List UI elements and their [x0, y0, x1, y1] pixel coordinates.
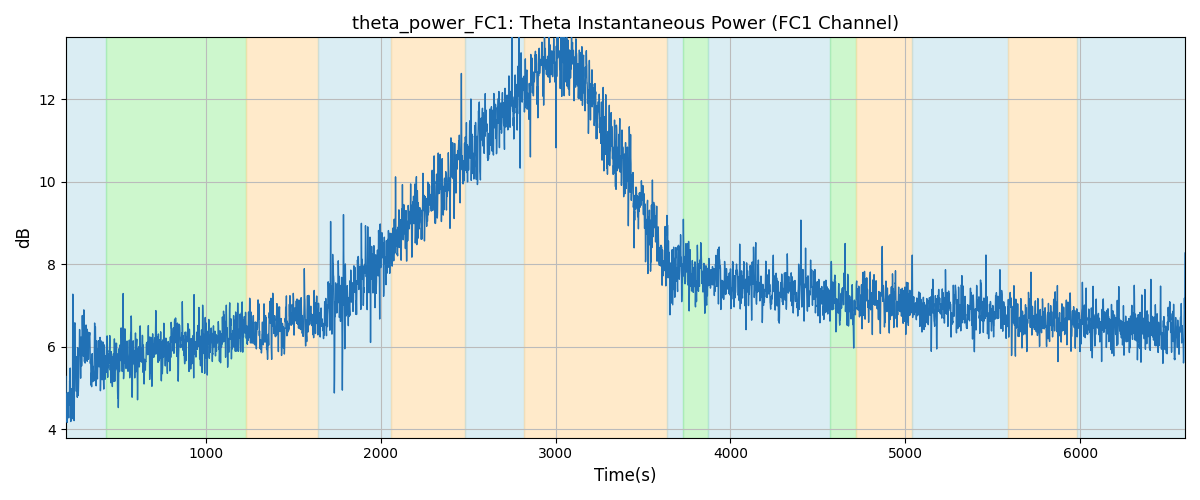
Bar: [1076, 38, 1186, 438]
Bar: [66, 38, 106, 438]
Title: theta_power_FC1: Theta Instantaneous Power (FC1 Channel): theta_power_FC1: Theta Instantaneous Pow…: [352, 15, 899, 34]
Bar: [667, 38, 683, 438]
Bar: [106, 38, 246, 438]
Bar: [464, 38, 524, 438]
Bar: [857, 38, 912, 438]
Bar: [524, 38, 667, 438]
Bar: [708, 38, 830, 438]
Bar: [912, 38, 1008, 438]
X-axis label: Time(s): Time(s): [594, 467, 656, 485]
Y-axis label: dB: dB: [16, 226, 34, 248]
Bar: [391, 38, 464, 438]
Bar: [246, 38, 318, 438]
Bar: [318, 38, 391, 438]
Bar: [830, 38, 857, 438]
Bar: [683, 38, 708, 438]
Bar: [1008, 38, 1076, 438]
